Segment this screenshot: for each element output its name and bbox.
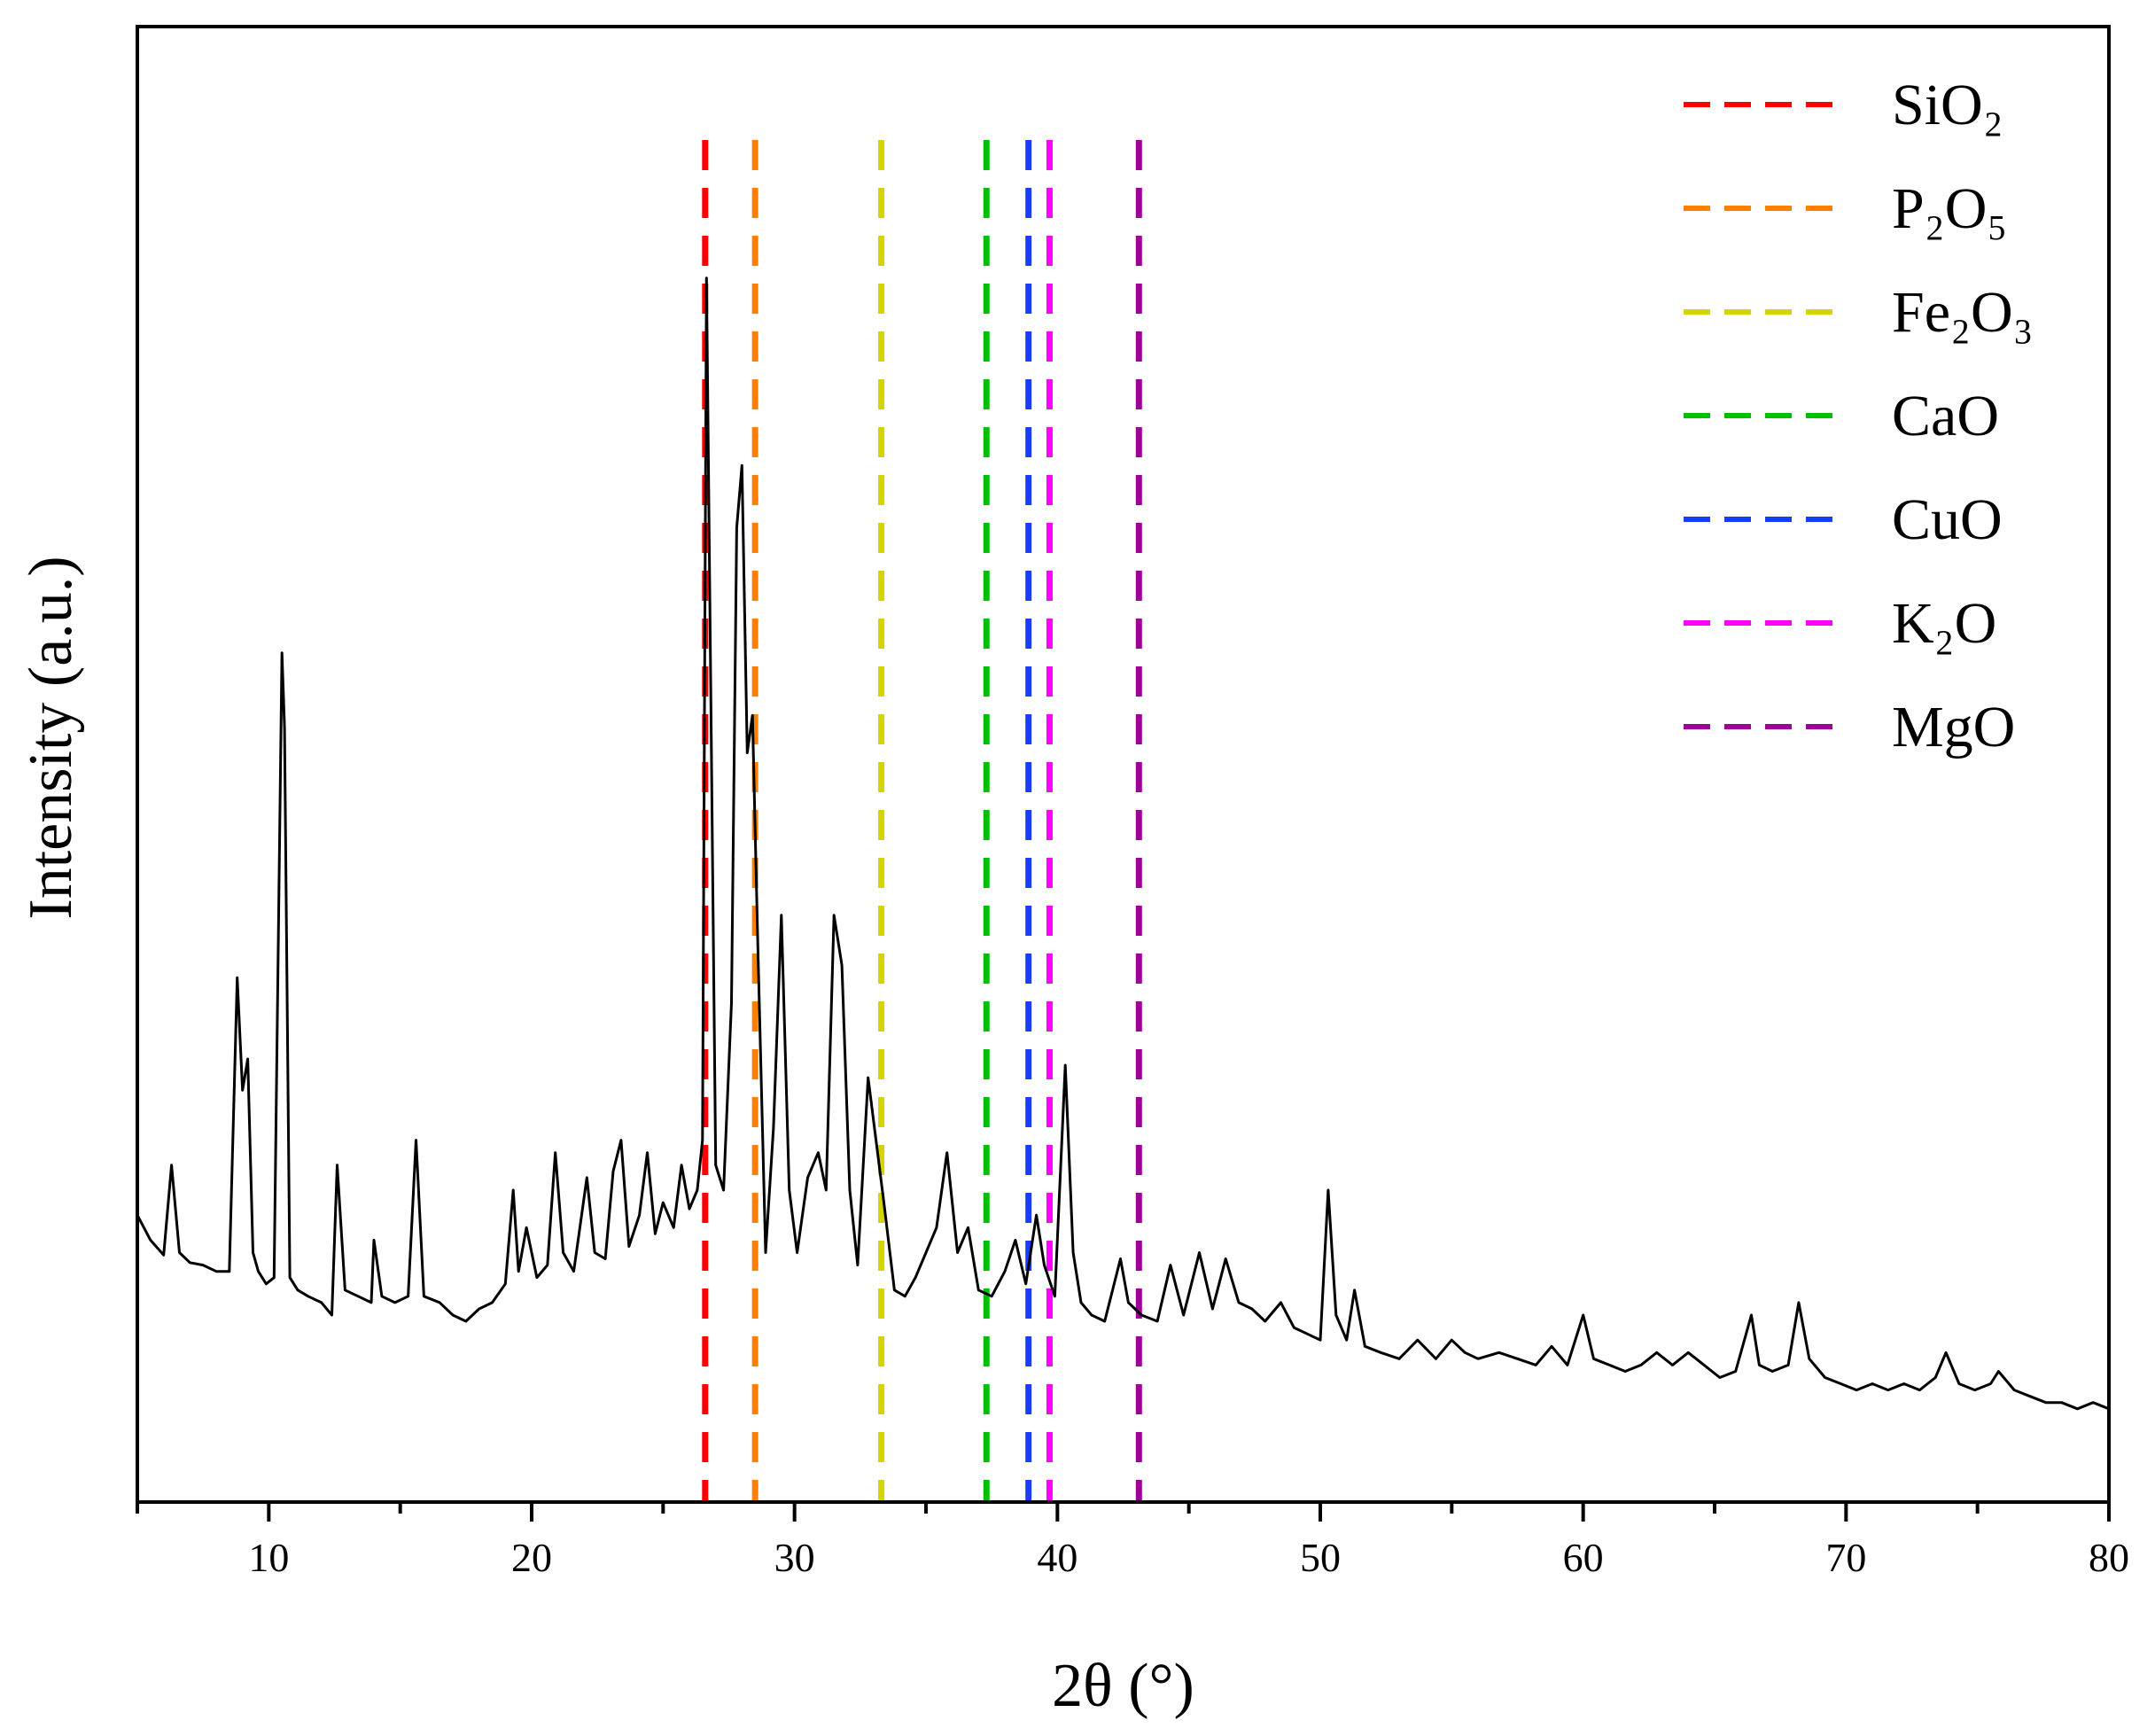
x-tick-label: 10 — [248, 1535, 289, 1580]
series-layer — [136, 276, 2110, 1411]
x-tick-label: 60 — [1563, 1535, 1604, 1580]
y-axis-label: Intensity (a.u.) — [17, 556, 85, 919]
legend-label-3: CaO — [1892, 384, 1999, 448]
legend-label-4: CuO — [1892, 487, 2003, 552]
legend: SiO₂ P₂O₅ Fe₂O₃ CaO CuO K₂O MgO — [1684, 73, 2034, 759]
x-tick-label: 30 — [774, 1535, 815, 1580]
legend-label-6: MgO — [1892, 695, 2015, 759]
reference-lines — [702, 140, 1142, 1502]
x-tick-label: 20 — [511, 1535, 552, 1580]
plot-frame — [136, 25, 2111, 1504]
series-line-0 — [136, 276, 2110, 1411]
x-tick-label: 50 — [1300, 1535, 1341, 1580]
legend-label-5: K₂O — [1892, 591, 1996, 656]
legend-label-2: Fe₂O₃ — [1892, 280, 2034, 345]
x-tick-label: 80 — [2089, 1535, 2129, 1580]
x-tick-label: 40 — [1037, 1535, 1078, 1580]
x-axis-ticks: 10 20 30 40 50 60 70 80 — [136, 1502, 2129, 1580]
legend-label-0: SiO₂ — [1892, 73, 2003, 137]
legend-label-1: P₂O₅ — [1892, 176, 2007, 241]
x-axis-label: 2θ (°) — [1052, 1652, 1194, 1720]
x-tick-label: 70 — [1825, 1535, 1866, 1580]
